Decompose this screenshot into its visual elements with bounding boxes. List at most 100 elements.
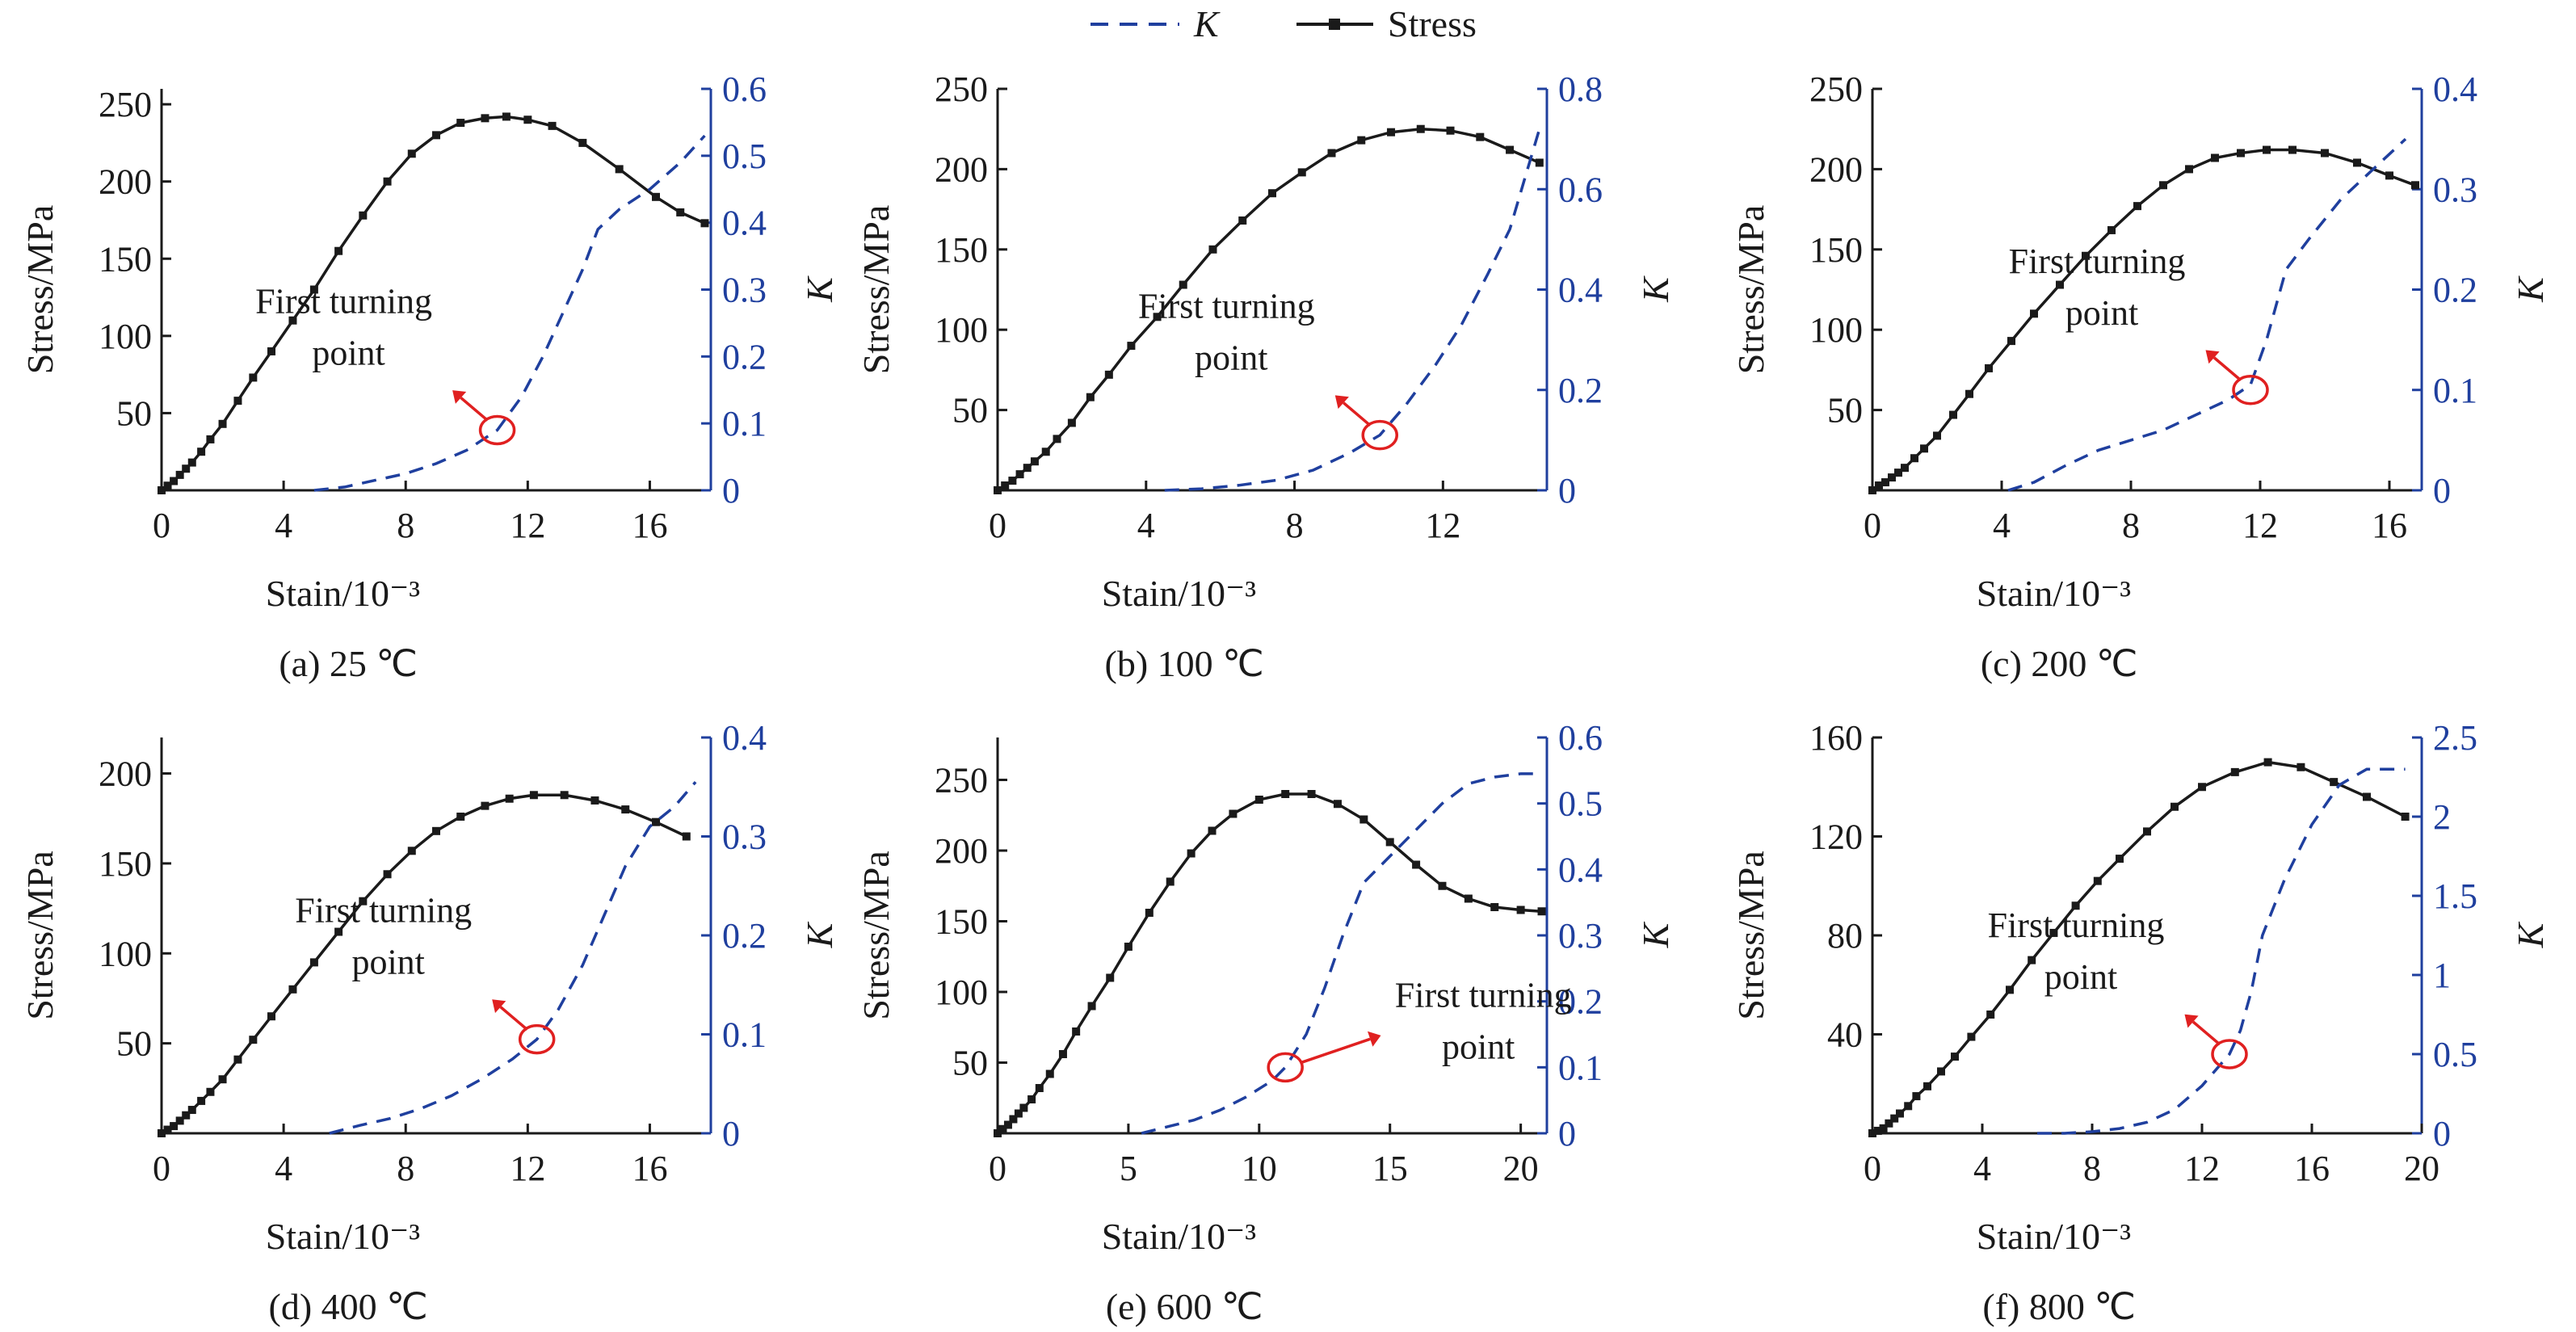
- stress-point: [1281, 790, 1290, 798]
- stress-point: [994, 486, 1002, 494]
- annotation-arrow-head: [1334, 395, 1349, 410]
- annotation-arrow-head: [492, 999, 506, 1014]
- y2-tick-label: 2.5: [2433, 718, 2477, 758]
- stress-point: [682, 832, 691, 841]
- y-tick-label: 250: [1809, 69, 1863, 109]
- stress-point: [1912, 1092, 1921, 1101]
- annotation-label-line-2: point: [1195, 338, 1267, 378]
- stress-point: [1537, 907, 1546, 916]
- y2-tick-label: 0: [722, 1114, 740, 1153]
- stress-point: [1001, 481, 1010, 490]
- stress-point: [432, 826, 440, 835]
- stress-point: [2211, 153, 2219, 162]
- stress-point: [1014, 1109, 1023, 1118]
- x-tick-label: 16: [632, 506, 667, 545]
- stress-point: [1985, 363, 1993, 372]
- x-tick-label: 8: [1286, 506, 1304, 545]
- k-series-line: [313, 134, 706, 492]
- y2-tick-label: 0.6: [722, 69, 767, 109]
- stress-point: [2401, 813, 2410, 821]
- y2-tick-label: 0.4: [2433, 69, 2477, 109]
- x-tick-label: 12: [1425, 506, 1460, 545]
- y-tick-label: 50: [1827, 391, 1863, 431]
- stress-point: [1923, 1082, 1931, 1090]
- annotation-label-line-1: First turning: [2009, 242, 2186, 281]
- y-tick-label: 160: [1809, 718, 1863, 758]
- stress-point: [1238, 216, 1247, 225]
- stress-point: [2071, 901, 2080, 910]
- y-tick-label: 100: [935, 973, 988, 1012]
- annotation-label-line-1: First turning: [255, 281, 432, 321]
- stress-point: [1438, 881, 1447, 890]
- annotation-label-line-1: First turning: [1988, 906, 2165, 945]
- k-series-line: [2007, 137, 2407, 492]
- stress-point: [1535, 158, 1544, 167]
- y-tick-label: 50: [952, 391, 988, 431]
- stress-point: [2006, 985, 2014, 994]
- stress-point: [2363, 792, 2371, 801]
- x-tick-label: 5: [1120, 1149, 1137, 1188]
- stress-point: [1875, 481, 1883, 490]
- stress-point: [1333, 800, 1342, 809]
- stress-point: [1053, 435, 1061, 443]
- stress-point: [218, 1075, 227, 1084]
- y-axis-label: Stress/MPa: [19, 205, 61, 375]
- stress-point: [432, 131, 440, 140]
- stress-point: [1104, 370, 1113, 379]
- stress-point: [2143, 827, 2151, 836]
- chart-panel: 0 4 8 12 16 50 100 150 200 250 0 0.1 0.2 0.3 0.4 0.5 0.6…: [19, 69, 840, 684]
- x-axis-label: Stain/10⁻³: [1977, 573, 2131, 614]
- stress-point: [2056, 280, 2064, 289]
- stress-point: [1268, 189, 1276, 198]
- stress-series-line: [1872, 760, 2406, 1135]
- x-tick-label: 0: [153, 1149, 170, 1188]
- y-tick-label: 150: [99, 239, 152, 279]
- stress-point: [288, 985, 297, 994]
- stress-point: [1179, 280, 1187, 289]
- stress-point: [407, 149, 416, 158]
- y-tick-label: 150: [935, 230, 988, 270]
- annotation-label-line-1: First turning: [1395, 975, 1572, 1015]
- x-tick-label: 0: [1864, 1149, 1881, 1188]
- stress-point: [1015, 470, 1024, 479]
- stress-point: [2028, 956, 2036, 964]
- y2-tick-label: 0.6: [1558, 170, 1603, 209]
- stress-point: [1019, 1103, 1028, 1112]
- stress-point: [481, 801, 490, 810]
- stress-point: [1464, 894, 1473, 903]
- x-axis-label: Stain/10⁻³: [1102, 1216, 1256, 1257]
- y2-tick-label: 0: [1558, 471, 1576, 511]
- turning-point-marker: [478, 414, 516, 446]
- stress-point: [1124, 943, 1133, 951]
- stress-point: [175, 470, 184, 479]
- stress-point: [206, 435, 215, 443]
- stress-point: [1208, 245, 1217, 254]
- x-tick-label: 8: [397, 1149, 414, 1188]
- stress-point: [456, 119, 465, 128]
- annotation-label-line-2: point: [312, 333, 385, 372]
- stress-point: [1045, 1069, 1054, 1078]
- chart-panel: 0 4 8 12 50 100 150 200 250 0 0.2 0.4 0.6 0.8 Stain/10…: [855, 69, 1676, 684]
- y2-tick-label: 0.1: [722, 404, 767, 443]
- stress-point: [1896, 1109, 1904, 1118]
- y2-tick-label: 0.1: [2433, 371, 2477, 410]
- stress-point: [1058, 1050, 1067, 1058]
- y-tick-label: 50: [116, 1024, 152, 1064]
- y2-tick-label: 0.2: [722, 337, 767, 376]
- stress-point: [560, 791, 569, 800]
- y2-tick-label: 0.1: [722, 1015, 767, 1055]
- x-tick-label: 15: [1372, 1149, 1408, 1188]
- stress-point: [233, 397, 242, 405]
- stress-point: [1035, 1084, 1044, 1092]
- x-axis-label: Stain/10⁻³: [266, 1216, 420, 1257]
- annotation-arrow-head: [452, 390, 467, 404]
- stress-point: [1385, 838, 1394, 847]
- y-tick-label: 200: [99, 754, 152, 794]
- x-tick-label: 12: [510, 1149, 545, 1188]
- y2-tick-label: 0.5: [1558, 784, 1603, 824]
- stress-point: [233, 1055, 242, 1064]
- stress-point: [1516, 906, 1525, 914]
- y2-tick-label: 0.2: [2433, 271, 2477, 310]
- legend-stress-label: Stress: [1388, 3, 1477, 44]
